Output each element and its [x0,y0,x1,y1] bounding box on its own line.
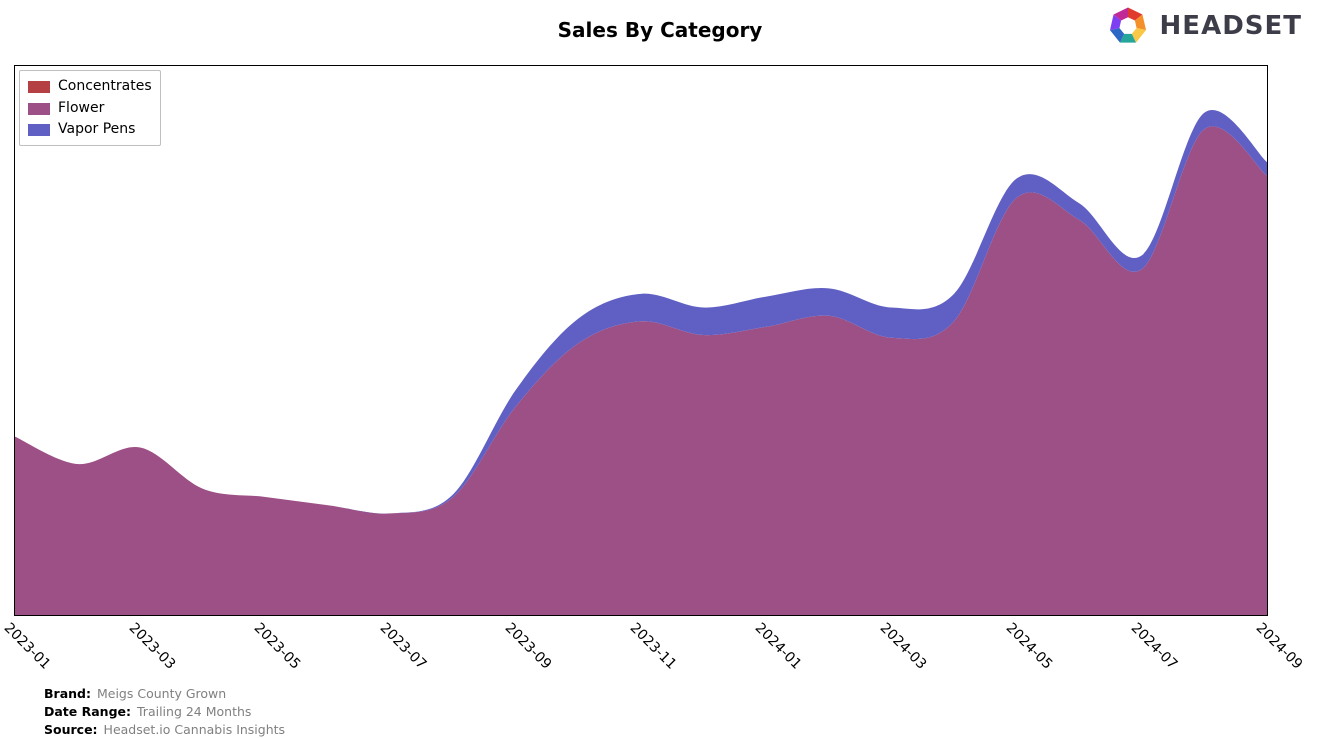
chart-plot-area: ConcentratesFlowerVapor Pens [14,65,1268,616]
x-tick-label: 2023-05 [251,620,304,673]
legend-item: Concentrates [28,76,152,98]
x-tick-label: 2024-05 [1002,620,1055,673]
chart-footer-metadata: Brand: Meigs County Grown Date Range: Trail… [44,685,285,739]
x-tick-label: 2024-09 [1253,620,1306,673]
x-tick-label: 2023-03 [126,620,179,673]
legend-label: Concentrates [58,76,152,98]
legend-swatch [28,81,50,93]
x-tick-label: 2023-09 [501,620,554,673]
footer-label: Date Range: [44,704,131,719]
footer-value: Trailing 24 Months [137,704,251,719]
footer-label: Brand: [44,686,91,701]
x-tick-label: 2023-07 [376,620,429,673]
x-tick-label: 2024-07 [1127,620,1180,673]
legend-label: Vapor Pens [58,119,135,141]
legend-label: Flower [58,98,104,120]
footer-label: Source: [44,722,98,737]
legend-swatch [28,103,50,115]
legend-item: Flower [28,98,152,120]
headset-logo-icon [1106,4,1150,48]
legend-swatch [28,124,50,136]
footer-value: Meigs County Grown [97,686,226,701]
legend-item: Vapor Pens [28,119,152,141]
chart-legend: ConcentratesFlowerVapor Pens [19,70,161,146]
x-tick-label: 2023-01 [1,620,54,673]
brand-logo: HEADSET [1106,4,1302,48]
footer-row: Source: Headset.io Cannabis Insights [44,721,285,739]
footer-value: Headset.io Cannabis Insights [104,722,286,737]
x-tick-label: 2024-01 [752,620,805,673]
x-tick-label: 2024-03 [877,620,930,673]
stacked-area-chart [15,66,1267,615]
x-tick-label: 2023-11 [627,620,680,673]
brand-logo-text: HEADSET [1160,11,1302,41]
footer-row: Date Range: Trailing 24 Months [44,703,285,721]
footer-row: Brand: Meigs County Grown [44,685,285,703]
